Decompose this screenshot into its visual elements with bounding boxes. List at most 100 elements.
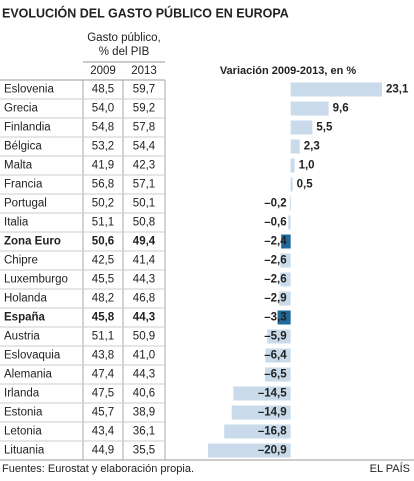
value-label: –16,8: [258, 426, 287, 438]
bar: [290, 158, 295, 173]
value-label: –6,5: [264, 369, 287, 381]
table-cell: 41,4: [133, 255, 156, 267]
value-label: 5,5: [316, 122, 333, 134]
table-cell: 56,8: [92, 179, 114, 191]
table-cell: 53,2: [92, 141, 114, 153]
value-label: 9,6: [333, 103, 349, 115]
value-label: 23,1: [386, 84, 409, 96]
table-cell: 35,5: [133, 445, 155, 457]
value-label: 2,3: [304, 141, 320, 153]
table-cell: 44,9: [92, 445, 114, 457]
table-cell: 42,3: [133, 160, 155, 172]
bar: [288, 215, 291, 230]
table-cell: 45,5: [92, 274, 114, 286]
table-cell: 41,0: [133, 350, 155, 362]
table-cell: 46,8: [133, 293, 155, 305]
axis-label: Variación 2009-2013, en %: [220, 65, 357, 77]
row-label: Grecia: [4, 103, 38, 115]
bar: [290, 177, 293, 192]
value-label: –2,9: [264, 293, 286, 305]
table-cell: 50,6: [92, 236, 114, 248]
table-cell: 50,9: [133, 331, 155, 343]
table-cell: 41,9: [92, 160, 114, 172]
table-cell: 59,2: [133, 103, 155, 115]
table-cell: 45,8: [92, 312, 115, 324]
row-label: Portugal: [4, 198, 47, 210]
row-label: Francia: [4, 179, 43, 191]
bar: [290, 139, 300, 154]
bar: [264, 367, 291, 382]
table-cell: 36,1: [133, 426, 155, 438]
chart-title: EVOLUCIÓN DEL GASTO PÚBLICO EN EUROPA: [2, 5, 289, 20]
table-cell: 51,1: [92, 331, 114, 343]
table-cell: 59,7: [133, 84, 155, 96]
table-cell: 50,8: [133, 217, 155, 229]
table-cell: 40,6: [133, 388, 155, 400]
row-label: España: [4, 312, 46, 324]
table-cell: 48,2: [92, 293, 114, 305]
table-cell: 54,4: [133, 141, 156, 153]
table-cell: 50,2: [92, 198, 114, 210]
value-label: –2,6: [264, 274, 286, 286]
value-label: –14,9: [258, 407, 287, 419]
bar: [267, 329, 291, 344]
value-label: –20,9: [258, 445, 287, 457]
column-header: 2013: [131, 65, 157, 77]
bar: [280, 272, 291, 287]
bar: [290, 120, 313, 135]
row-label: Alemania: [4, 369, 53, 381]
table-cell: 50,1: [133, 198, 155, 210]
row-label: Italia: [4, 217, 29, 229]
row-label: Luxemburgo: [4, 274, 68, 286]
value-label: 1,0: [299, 160, 315, 172]
table-cell: 42,5: [92, 255, 114, 267]
row-label: Eslovaquia: [4, 350, 61, 362]
table-cell: 49,4: [133, 236, 156, 248]
bar: [280, 253, 291, 268]
bar: [290, 82, 382, 97]
value-label: –5,9: [264, 331, 286, 343]
table-cell: 38,9: [133, 407, 155, 419]
table-cell: 57,1: [133, 179, 155, 191]
table-cell: 44,3: [133, 274, 155, 286]
table-cell: 54,0: [92, 103, 114, 115]
value-label: 0,5: [297, 179, 314, 191]
bar: [281, 234, 291, 249]
table-header: % del PIB: [99, 46, 150, 58]
table-cell: 47,4: [92, 369, 115, 381]
table-cell: 45,7: [92, 407, 114, 419]
source: Fuentes: Eurostat y elaboración propia.: [2, 463, 194, 475]
table-cell: 51,1: [92, 217, 114, 229]
table-cell: 57,8: [133, 122, 155, 134]
value-label: –14,5: [258, 388, 287, 400]
bar: [289, 196, 291, 211]
row-label: Letonia: [4, 426, 42, 438]
row-label: Eslovenia: [4, 84, 54, 96]
row-label: Malta: [4, 160, 33, 172]
row-label: Zona Euro: [4, 236, 61, 248]
table-cell: 43,8: [92, 350, 114, 362]
row-label: Lituania: [4, 445, 45, 457]
row-label: Irlanda: [4, 388, 40, 400]
value-label: –0,6: [264, 217, 286, 229]
value-label: –2,4: [264, 236, 287, 248]
table-cell: 47,5: [92, 388, 114, 400]
table-cell: 43,4: [92, 426, 115, 438]
table-header: Gasto público,: [87, 32, 161, 44]
value-label: –0,2: [264, 198, 286, 210]
table-cell: 54,8: [92, 122, 114, 134]
bar: [277, 310, 291, 325]
bar: [231, 405, 291, 420]
bar: [290, 101, 329, 116]
row-label: Austria: [4, 331, 40, 343]
row-label: Finlandia: [4, 122, 51, 134]
value-label: –6,4: [264, 350, 287, 362]
table-cell: 48,5: [92, 84, 114, 96]
bar: [208, 443, 291, 458]
row-label: Chipre: [4, 255, 38, 267]
credit: EL PAÍS: [370, 462, 410, 475]
bar: [233, 386, 291, 401]
value-label: –2,6: [264, 255, 286, 267]
row-label: Holanda: [4, 293, 47, 305]
